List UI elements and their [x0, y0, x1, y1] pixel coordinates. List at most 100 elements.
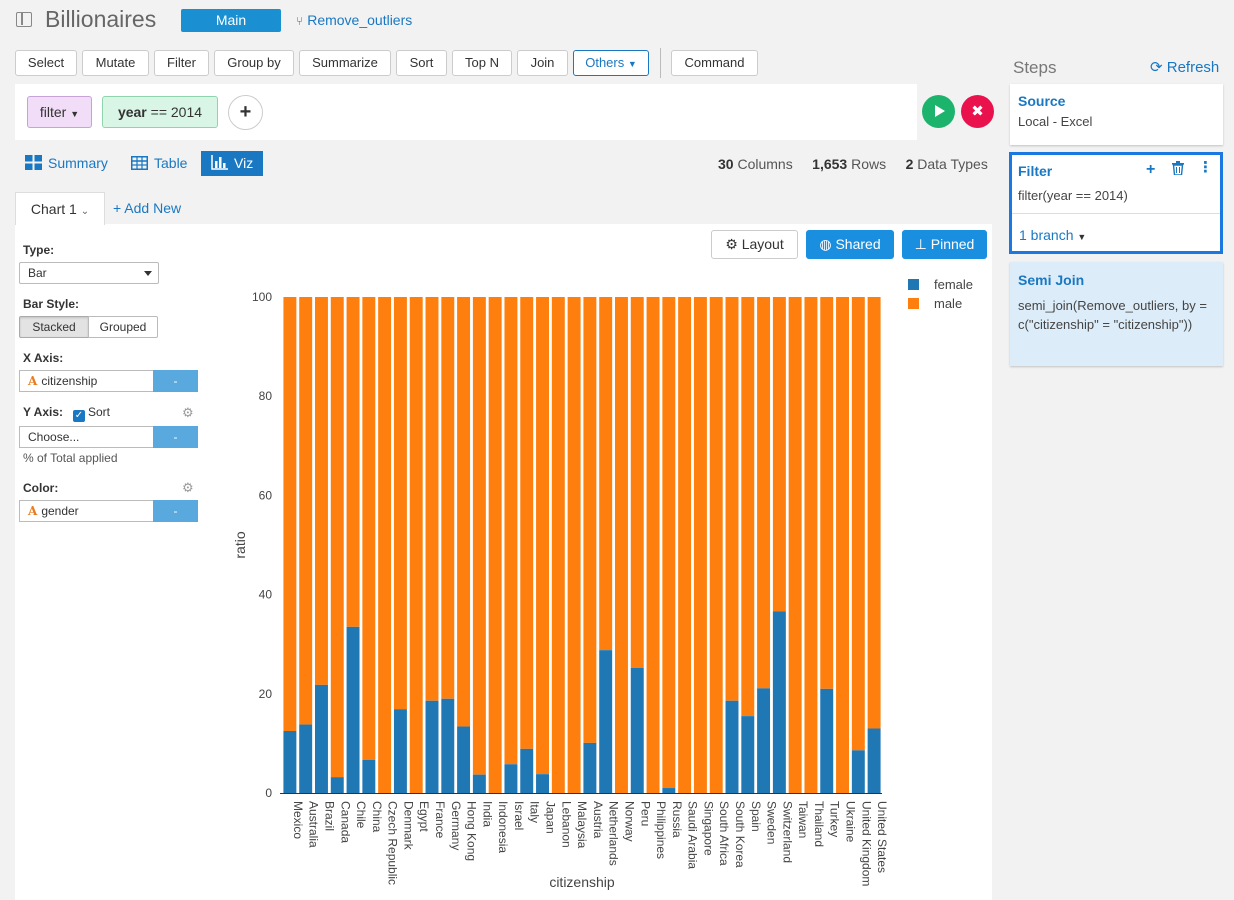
bar-male[interactable] [457, 297, 471, 727]
bar-female[interactable] [583, 742, 597, 793]
bar-male[interactable] [851, 297, 865, 751]
bar-female[interactable] [820, 688, 834, 793]
bar-male[interactable] [615, 297, 628, 793]
bar-male[interactable] [283, 297, 297, 731]
bar-male[interactable] [441, 297, 455, 699]
sort-checkbox[interactable]: ✓ Sort [73, 405, 110, 422]
refresh-button[interactable]: ⟳ Refresh [1150, 58, 1219, 76]
tab-table[interactable]: Table [131, 151, 187, 176]
bar-male[interactable] [409, 297, 423, 793]
bar-female[interactable] [315, 684, 328, 793]
bar-male[interactable] [362, 297, 376, 760]
bar-female[interactable] [741, 716, 755, 793]
mutate-button[interactable]: Mutate [82, 50, 149, 76]
bar-male[interactable] [551, 297, 565, 793]
shared-button[interactable]: ◍ Shared [806, 230, 894, 259]
bar-male[interactable] [378, 297, 392, 793]
y-axis-select[interactable]: Choose... [19, 426, 154, 448]
branch-main-button[interactable]: Main [181, 9, 281, 32]
join-button[interactable]: Join [517, 50, 568, 76]
bar-female[interactable] [362, 759, 376, 793]
bar-female[interactable] [536, 774, 549, 793]
add-new-chart-link[interactable]: + Add New [113, 200, 182, 216]
bar-male[interactable] [836, 297, 849, 793]
color-remove-button[interactable]: - [153, 500, 198, 522]
bar-male[interactable] [693, 297, 707, 793]
sort-button[interactable]: Sort [396, 50, 447, 76]
bar-male[interactable] [425, 297, 439, 701]
x-axis-remove-button[interactable]: - [153, 370, 198, 392]
tab-summary[interactable]: Summary [25, 151, 108, 176]
select-button[interactable]: Select [15, 50, 77, 76]
bar-male[interactable] [583, 297, 597, 743]
bar-female[interactable] [520, 748, 534, 793]
bar-female[interactable] [393, 709, 407, 793]
cancel-button[interactable]: ✖ [961, 95, 994, 128]
filter-condition[interactable]: year == 2014 [102, 96, 218, 128]
others-dropdown[interactable]: Others ▼ [573, 50, 649, 76]
plus-icon[interactable]: + [1146, 161, 1156, 178]
bar-male[interactable] [662, 297, 676, 789]
bar-male[interactable] [488, 297, 502, 793]
bar-male[interactable] [346, 297, 360, 627]
tab-viz[interactable]: Viz [201, 151, 264, 176]
bar-male[interactable] [599, 297, 613, 651]
bar-female[interactable] [630, 668, 644, 793]
bar-female[interactable] [425, 700, 439, 793]
bar-male[interactable] [536, 297, 549, 775]
branch-dropdown[interactable]: 1 branch ▼ [1019, 227, 1086, 243]
more-vertical-icon[interactable]: ⋮ [1198, 159, 1213, 176]
bar-male[interactable] [678, 297, 692, 793]
bar-male[interactable] [772, 297, 786, 612]
branch-remove-outliers-link[interactable]: ⑂ Remove_outliers [296, 12, 412, 28]
bar-female[interactable] [441, 698, 455, 793]
run-button[interactable] [922, 95, 955, 128]
bar-male[interactable] [520, 297, 534, 749]
bar-male[interactable] [567, 297, 581, 793]
chart-tab-1[interactable]: Chart 1 ⌄ [15, 192, 105, 225]
bar-female[interactable] [283, 731, 297, 793]
bar-male[interactable] [299, 297, 313, 725]
step-source[interactable]: Source Local - Excel [1010, 84, 1223, 145]
top-n-button[interactable]: Top N [452, 50, 512, 76]
filter-button[interactable]: Filter [154, 50, 209, 76]
bar-male[interactable] [820, 297, 834, 689]
bar-male[interactable] [741, 297, 755, 717]
step-filter[interactable]: Filter + ⋮ filter(year == 2014) 1 branch… [1009, 152, 1223, 254]
bar-female[interactable] [504, 764, 518, 793]
bar-female[interactable] [299, 724, 313, 793]
gear-icon[interactable]: ⚙ [182, 405, 194, 420]
filter-type-dropdown[interactable]: filter ▼ [27, 96, 92, 128]
bar-female[interactable] [867, 728, 881, 793]
command-button[interactable]: Command [671, 50, 758, 76]
bar-male[interactable] [725, 297, 739, 701]
layout-button[interactable]: ⚙ Layout [711, 230, 798, 259]
pinned-button[interactable]: ⊥ Pinned [902, 230, 987, 259]
bar-male[interactable] [788, 297, 802, 793]
bar-male[interactable] [315, 297, 328, 685]
bar-female[interactable] [851, 750, 865, 793]
bar-male[interactable] [630, 297, 644, 669]
add-condition-button[interactable]: + [228, 95, 263, 130]
bar-female[interactable] [457, 726, 471, 793]
bar-male[interactable] [709, 297, 723, 793]
bar-female[interactable] [772, 611, 786, 793]
bar-female[interactable] [757, 688, 771, 793]
bar-male[interactable] [393, 297, 407, 710]
group-by-button[interactable]: Group by [214, 50, 294, 76]
bar-male[interactable] [646, 297, 660, 793]
stacked-toggle[interactable]: Stacked [19, 316, 89, 338]
bar-female[interactable] [599, 650, 613, 793]
gear-icon[interactable]: ⚙ [182, 480, 194, 495]
bar-female[interactable] [346, 626, 360, 793]
y-axis-remove-button[interactable]: - [153, 426, 198, 448]
bar-female[interactable] [662, 788, 676, 793]
grouped-toggle[interactable]: Grouped [88, 316, 158, 338]
bar-female[interactable] [330, 777, 344, 793]
bar-male[interactable] [867, 297, 881, 729]
bar-male[interactable] [330, 297, 344, 778]
bar-male[interactable] [757, 297, 771, 689]
bar-female[interactable] [725, 700, 739, 793]
